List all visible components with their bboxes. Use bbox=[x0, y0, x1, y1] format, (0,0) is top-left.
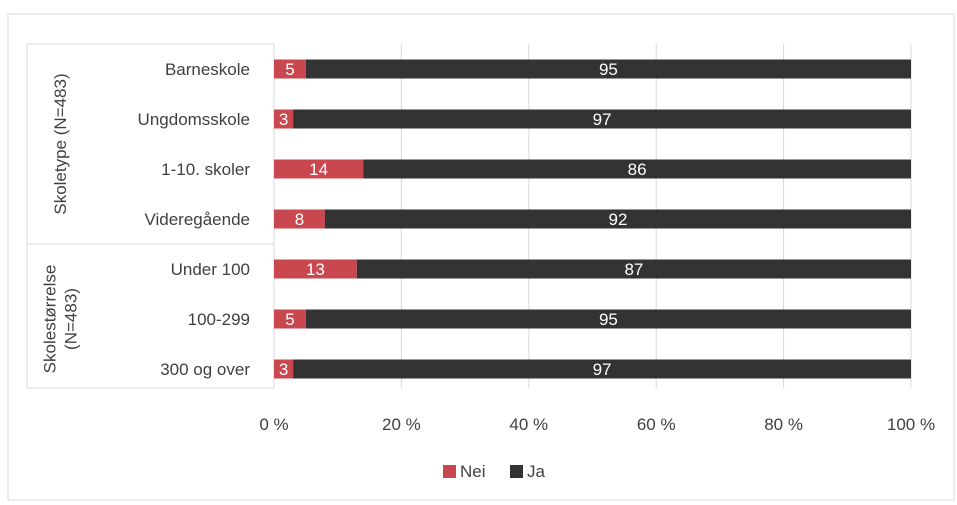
group-labels: Skoletype (N=483) Skolestørrelse (N=483) bbox=[41, 73, 81, 373]
chart-frame bbox=[7, 13, 955, 501]
bars bbox=[274, 59, 912, 379]
group-label: Skolestørrelse (N=483) bbox=[41, 265, 81, 374]
bar-ja bbox=[293, 109, 911, 129]
x-tick-label: 40 % bbox=[509, 415, 548, 434]
x-tick-label: 20 % bbox=[382, 415, 421, 434]
x-tick-label: 100 % bbox=[887, 415, 935, 434]
category-label: Under 100 bbox=[171, 260, 250, 279]
bar-nei bbox=[274, 109, 294, 129]
data-label-nei: 3 bbox=[279, 360, 288, 379]
bar-ja bbox=[363, 159, 911, 179]
data-label-ja: 97 bbox=[593, 110, 612, 129]
x-tick-label: 0 % bbox=[259, 415, 288, 434]
bar-ja bbox=[305, 309, 912, 329]
data-label-nei: 13 bbox=[306, 260, 325, 279]
category-label: Videregående bbox=[144, 210, 250, 229]
data-label-ja: 95 bbox=[599, 310, 618, 329]
legend: Nei Ja bbox=[443, 462, 546, 481]
data-labels: 5 95 3 97 14 86 8 92 13 87 5 95 3 97 bbox=[279, 60, 647, 379]
data-label-ja: 87 bbox=[624, 260, 643, 279]
bar-ja bbox=[293, 359, 911, 379]
bar-nei bbox=[274, 59, 306, 79]
legend-swatch-ja bbox=[510, 465, 523, 478]
bar-nei bbox=[274, 159, 364, 179]
category-label: 100-299 bbox=[188, 310, 250, 329]
bar-ja bbox=[356, 259, 911, 279]
category-label: 1-10. skoler bbox=[161, 160, 250, 179]
bar-ja bbox=[305, 59, 912, 79]
data-label-nei: 3 bbox=[279, 110, 288, 129]
data-label-nei: 5 bbox=[285, 310, 294, 329]
bar-nei bbox=[274, 259, 357, 279]
x-tick-label: 60 % bbox=[637, 415, 676, 434]
group-label: Skoletype (N=483) bbox=[51, 73, 70, 214]
data-label-nei: 14 bbox=[309, 160, 328, 179]
data-label-ja: 86 bbox=[628, 160, 647, 179]
category-label: 300 og over bbox=[160, 360, 250, 379]
data-label-nei: 8 bbox=[295, 210, 304, 229]
category-label: Barneskole bbox=[165, 60, 250, 79]
bar-nei bbox=[274, 309, 306, 329]
data-label-ja: 92 bbox=[609, 210, 628, 229]
category-labels: Barneskole Ungdomsskole 1-10. skoler Videre… bbox=[138, 60, 251, 379]
x-tick-label: 80 % bbox=[764, 415, 803, 434]
bar-ja bbox=[324, 209, 912, 229]
legend-label-nei: Nei bbox=[460, 462, 486, 481]
data-label-ja: 95 bbox=[599, 60, 618, 79]
legend-label-ja: Ja bbox=[527, 462, 546, 481]
data-label-ja: 97 bbox=[593, 360, 612, 379]
bar-nei bbox=[274, 359, 294, 379]
group-borders bbox=[26, 43, 274, 389]
category-label: Ungdomsskole bbox=[138, 110, 250, 129]
legend-swatch-nei bbox=[443, 465, 456, 478]
bar-nei bbox=[274, 209, 325, 229]
data-label-nei: 5 bbox=[285, 60, 294, 79]
x-axis-ticks: 0 % 20 % 40 % 60 % 80 % 100 % bbox=[259, 415, 935, 434]
